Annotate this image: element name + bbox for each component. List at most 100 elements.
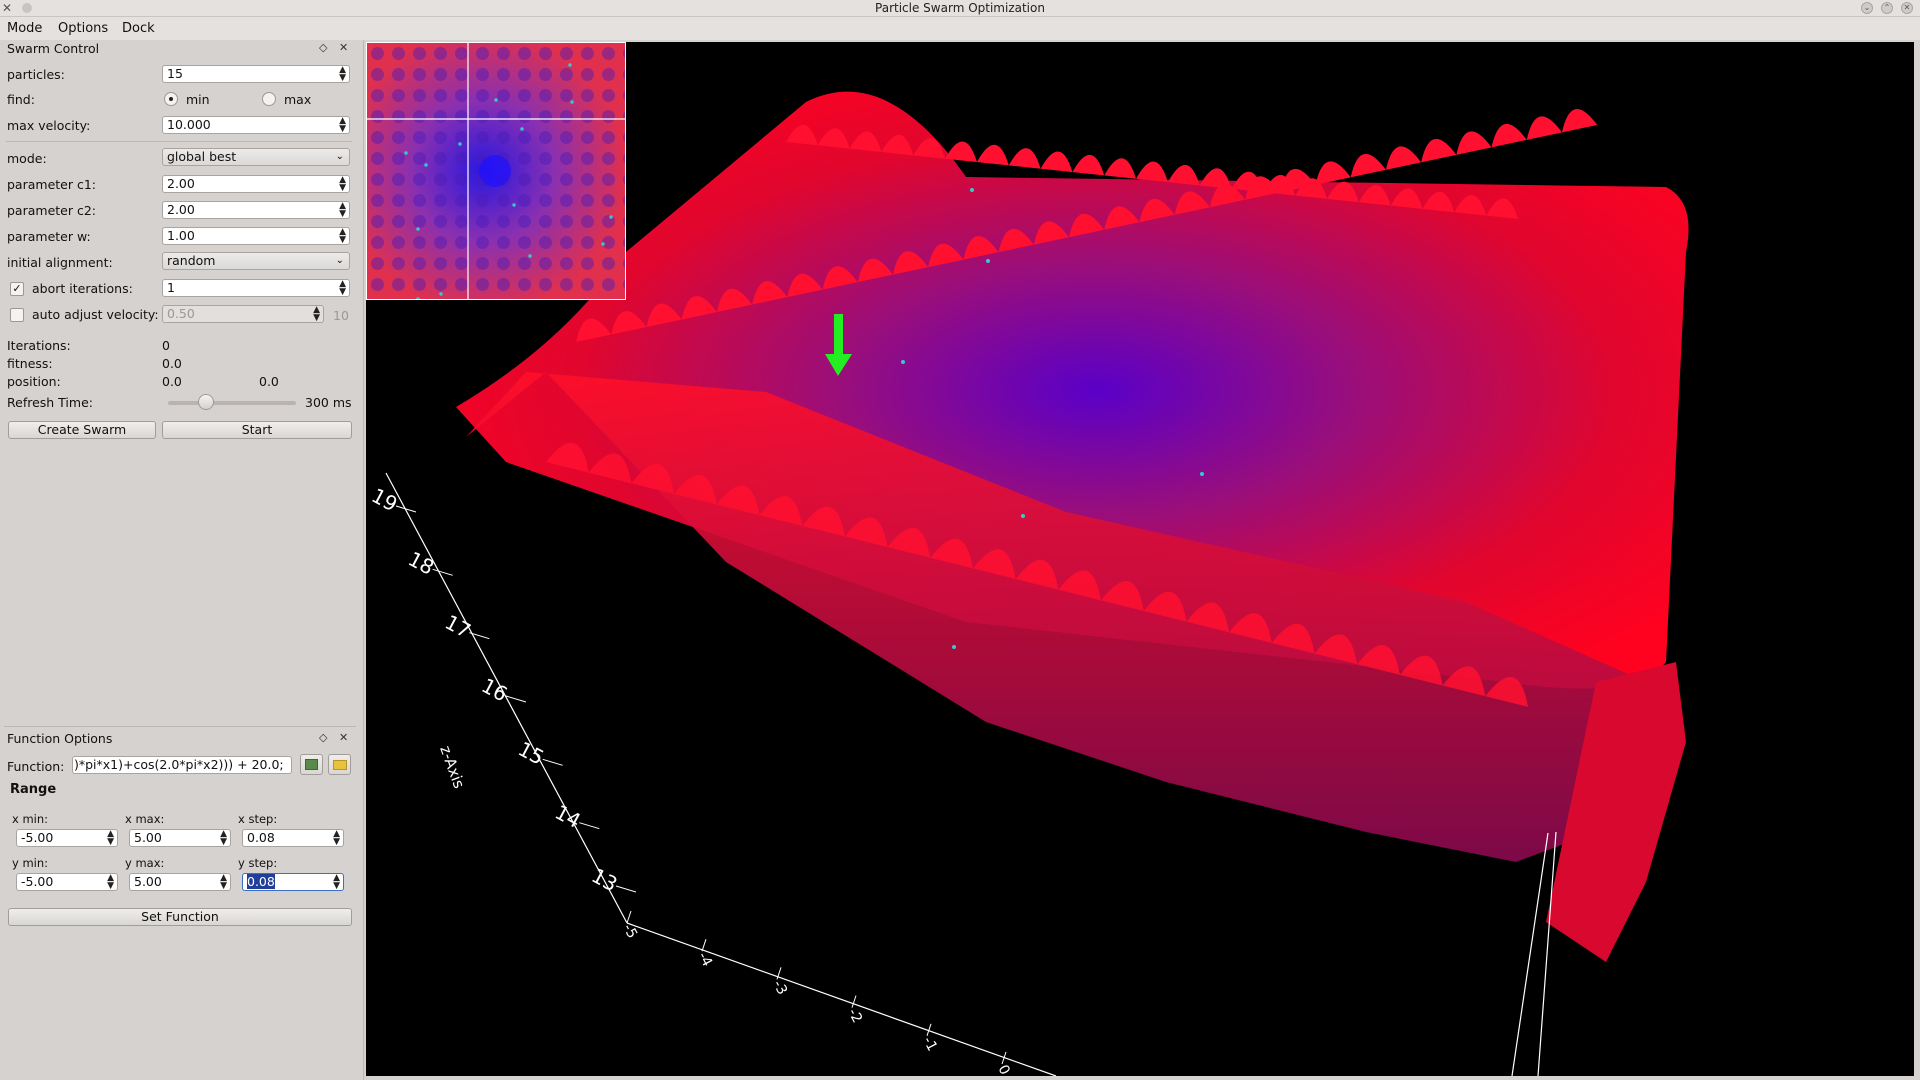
auto-velocity-suffix: 10 <box>333 308 349 323</box>
menu-mode[interactable]: Mode <box>7 21 43 36</box>
create-swarm-button[interactable]: Create Swarm <box>8 421 156 439</box>
spin-arrows-icon[interactable]: ▲ ▼ <box>339 227 346 245</box>
function-plot-button[interactable] <box>300 754 323 775</box>
start-button[interactable]: Start <box>162 421 352 439</box>
abort-spinbox[interactable]: 1 ▲ ▼ <box>162 279 350 297</box>
ystep-label: y step: <box>238 856 278 870</box>
xmax-label: x max: <box>125 812 165 826</box>
z-tick-mark <box>395 505 417 513</box>
maximize-icon[interactable]: ⌃ <box>1881 2 1893 14</box>
ymax-spinbox[interactable]: 5.00 ▲ ▼ <box>129 873 231 891</box>
surface-ridges <box>546 108 1598 707</box>
refresh-value: 300 ms <box>305 395 352 410</box>
max-velocity-spinbox[interactable]: 10.000 ▲ ▼ <box>162 116 350 134</box>
auto-velocity-label: auto adjust velocity: <box>32 307 159 322</box>
function-label: Function: <box>7 759 65 774</box>
set-function-button[interactable]: Set Function <box>8 908 352 926</box>
x-tick-mark <box>926 1023 932 1036</box>
range-heading: Range <box>10 782 57 797</box>
find-min-radio[interactable] <box>164 92 178 106</box>
spin-arrows-icon[interactable]: ▲ ▼ <box>107 873 114 891</box>
z-tick-mark <box>542 758 563 766</box>
dock-splitter[interactable] <box>4 726 356 727</box>
ystep-spinbox[interactable]: 0.08 ▲ ▼ <box>242 873 344 891</box>
refresh-slider-track[interactable] <box>168 401 296 405</box>
alignment-combobox[interactable]: random ⌄ <box>162 252 350 270</box>
x-axis-ticks: -5 -4 -3 -2 -1 0 <box>619 910 1013 1076</box>
spin-arrows-icon[interactable]: ▲ ▼ <box>339 279 346 297</box>
top-view-minimap[interactable] <box>366 42 626 301</box>
x-tick-label: -5 <box>619 921 640 941</box>
w-spinbox[interactable]: 1.00 ▲ ▼ <box>162 227 350 245</box>
minimize-icon[interactable]: ⌄ <box>1861 2 1873 14</box>
max-velocity-label: max velocity: <box>7 118 91 133</box>
z-tick-label: 17 <box>441 610 475 643</box>
close-dock-icon[interactable]: ✕ <box>339 731 349 744</box>
function-input[interactable]: )*pi*x1)+cos(2.0*pi*x2))) + 20.0; <box>72 756 292 774</box>
w-label: parameter w: <box>7 229 91 244</box>
spin-arrows-icon[interactable]: ▲ ▼ <box>313 305 320 323</box>
spin-arrows-icon[interactable]: ▲ ▼ <box>107 829 114 847</box>
z-tick-mark <box>615 885 637 893</box>
x-tick-mark <box>851 995 857 1008</box>
menu-bar: Mode Options Dock <box>0 17 1920 40</box>
close-icon[interactable]: ✕ <box>1901 2 1913 14</box>
float-dock-icon[interactable]: ◇ <box>319 41 328 54</box>
xstep-spinbox[interactable]: 0.08 ▲ ▼ <box>242 829 344 847</box>
refresh-slider-handle[interactable] <box>198 394 215 410</box>
position-y-value: 0.0 <box>259 374 279 389</box>
ymin-spinbox[interactable]: -5.00 ▲ ▼ <box>16 873 118 891</box>
c1-spinbox[interactable]: 2.00 ▲ ▼ <box>162 175 350 193</box>
spin-arrows-icon[interactable]: ▲ ▼ <box>333 829 340 847</box>
float-dock-icon[interactable]: ◇ <box>319 731 328 744</box>
swarm-control-title: Swarm Control <box>7 41 100 56</box>
particles-spinbox[interactable]: 15 ▲ ▼ <box>162 65 350 83</box>
find-max-radio[interactable] <box>262 92 276 106</box>
spin-arrows-icon[interactable]: ▲ ▼ <box>339 116 346 134</box>
folder-icon <box>333 760 347 770</box>
refresh-label: Refresh Time: <box>7 395 93 410</box>
window-menu-icon[interactable] <box>22 3 32 13</box>
x-axis <box>626 922 1057 1076</box>
spin-arrows-icon[interactable]: ▲ ▼ <box>220 829 227 847</box>
3d-plot-viewport[interactable]: 19 18 17 16 15 14 13 -5 -4 -3 -2 -1 0 z-Axis <box>366 42 1914 1076</box>
chevron-down-icon: ⌄ <box>335 151 344 162</box>
spin-arrows-icon[interactable]: ▲ ▼ <box>333 873 340 891</box>
iterations-value: 0 <box>162 338 170 353</box>
spin-arrows-icon[interactable]: ▲ ▼ <box>339 65 346 83</box>
xmax-spinbox[interactable]: 5.00 ▲ ▼ <box>129 829 231 847</box>
spin-arrows-icon[interactable]: ▲ ▼ <box>339 201 346 219</box>
c2-spinbox[interactable]: 2.00 ▲ ▼ <box>162 201 350 219</box>
menu-options[interactable]: Options <box>58 21 109 36</box>
window-title: Particle Swarm Optimization <box>875 1 1045 15</box>
x-tick-mark <box>626 910 632 924</box>
xmin-spinbox[interactable]: -5.00 ▲ ▼ <box>16 829 118 847</box>
chevron-down-icon: ⌄ <box>335 255 344 266</box>
z-tick-label: 13 <box>588 863 622 896</box>
abort-checkbox[interactable]: ✓ <box>10 282 24 296</box>
function-options-header: Function Options ◇ ✕ <box>4 730 359 748</box>
mode-combobox[interactable]: global best ⌄ <box>162 148 350 166</box>
particles-label: particles: <box>7 67 65 82</box>
app-x-icon: ✕ <box>2 1 13 15</box>
fitness-label: fitness: <box>7 356 53 371</box>
z-axis-label: z-Axis <box>436 743 468 791</box>
spin-arrows-icon[interactable]: ▲ ▼ <box>339 175 346 193</box>
close-dock-icon[interactable]: ✕ <box>339 41 349 54</box>
z-tick-mark <box>579 822 600 830</box>
x-tick-label: 0 <box>994 1062 1012 1076</box>
x-tick-mark <box>776 967 782 980</box>
position-label: position: <box>7 374 61 389</box>
image-icon <box>305 759 318 770</box>
mode-label: mode: <box>7 151 47 166</box>
spin-arrows-icon[interactable]: ▲ ▼ <box>220 873 227 891</box>
menu-dock[interactable]: Dock <box>122 21 155 36</box>
z-tick-label: 16 <box>478 673 512 706</box>
fitness-value: 0.0 <box>162 356 182 371</box>
auto-velocity-spinbox[interactable]: 0.50 ▲ ▼ <box>162 305 324 323</box>
auto-velocity-checkbox[interactable] <box>10 308 24 322</box>
xstep-label: x step: <box>238 812 278 826</box>
function-open-button[interactable] <box>328 754 351 775</box>
